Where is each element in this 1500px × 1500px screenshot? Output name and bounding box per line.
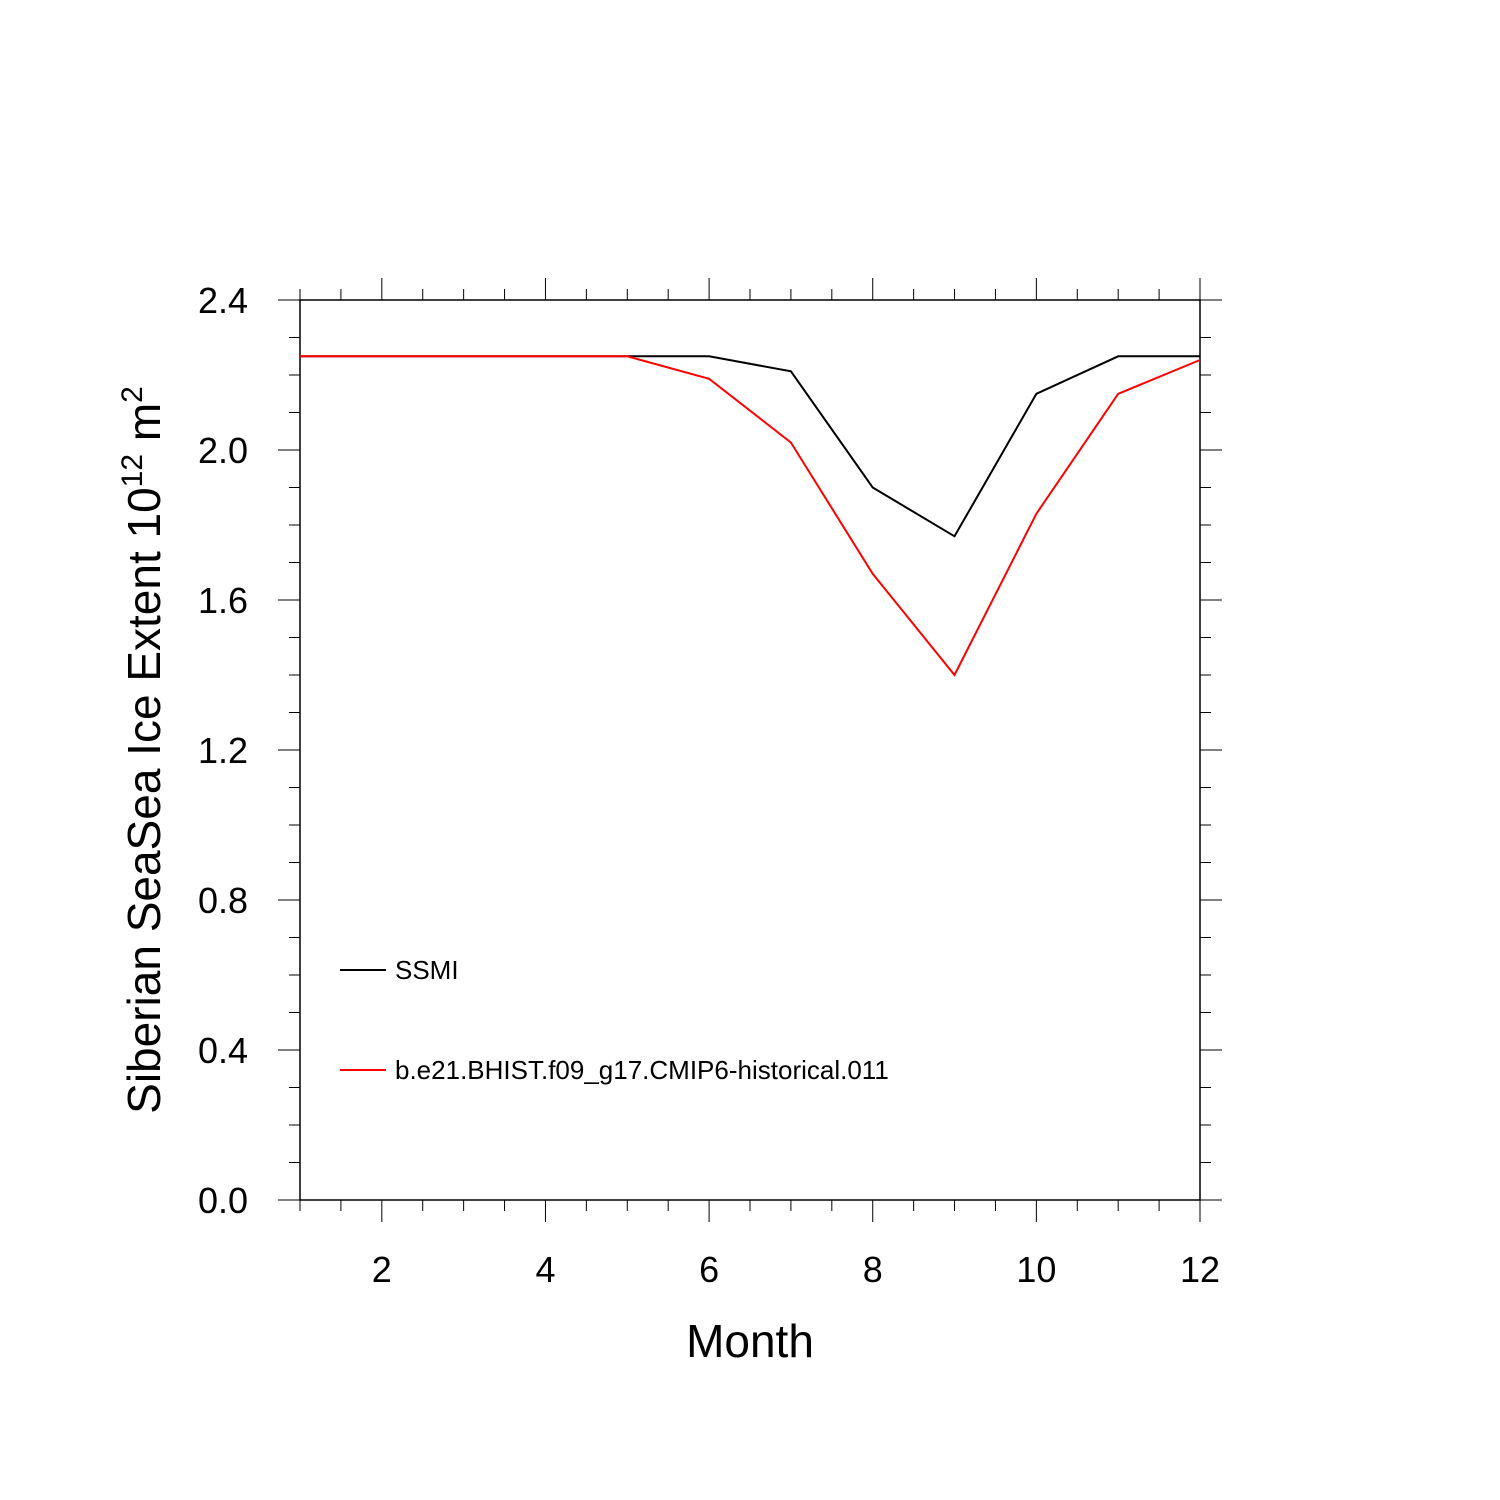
legend-label: SSMI	[395, 955, 459, 985]
legend-label: b.e21.BHIST.f09_g17.CMIP6-historical.011	[395, 1055, 889, 1085]
y-tick-label: 0.0	[198, 1180, 248, 1221]
series-layer	[300, 355, 1201, 677]
plot-frame	[299, 299, 1201, 1201]
x-tick-label: 10	[1016, 1249, 1056, 1290]
y-tick-label: 0.8	[198, 880, 248, 921]
axis-ticks	[278, 278, 1222, 1222]
y-tick-label: 1.2	[198, 730, 248, 771]
y-axis-title-exponent: 12	[116, 454, 149, 487]
y-axis-title-unit-exponent: 2	[116, 386, 149, 403]
x-tick-label: 12	[1180, 1249, 1220, 1290]
x-tick-label: 8	[863, 1249, 883, 1290]
y-tick-label: 2.0	[198, 430, 248, 471]
series-line	[300, 355, 1201, 677]
y-tick-label: 1.6	[198, 580, 248, 621]
x-tick-label: 6	[699, 1249, 719, 1290]
y-axis-title-unit: m	[118, 403, 170, 454]
x-axis-title: Month	[686, 1315, 814, 1367]
x-tick-label: 4	[535, 1249, 555, 1290]
y-axis-title-prefix: Siberian SeaSea Ice Extent 10	[118, 487, 170, 1114]
y-axis-title: Siberian SeaSea Ice Extent 1012 m2	[116, 386, 170, 1114]
x-tick-labels: 2 4 6 8 10 12	[372, 1249, 1220, 1290]
y-tick-label: 2.4	[198, 280, 248, 321]
y-tick-label: 0.4	[198, 1030, 248, 1071]
series-line	[300, 355, 1200, 538]
y-tick-labels: 0.0 0.4 0.8 1.2 1.6 2.0 2.4	[198, 280, 248, 1221]
legend: SSMI b.e21.BHIST.f09_g17.CMIP6-historical…	[340, 955, 889, 1085]
x-tick-label: 2	[372, 1249, 392, 1290]
